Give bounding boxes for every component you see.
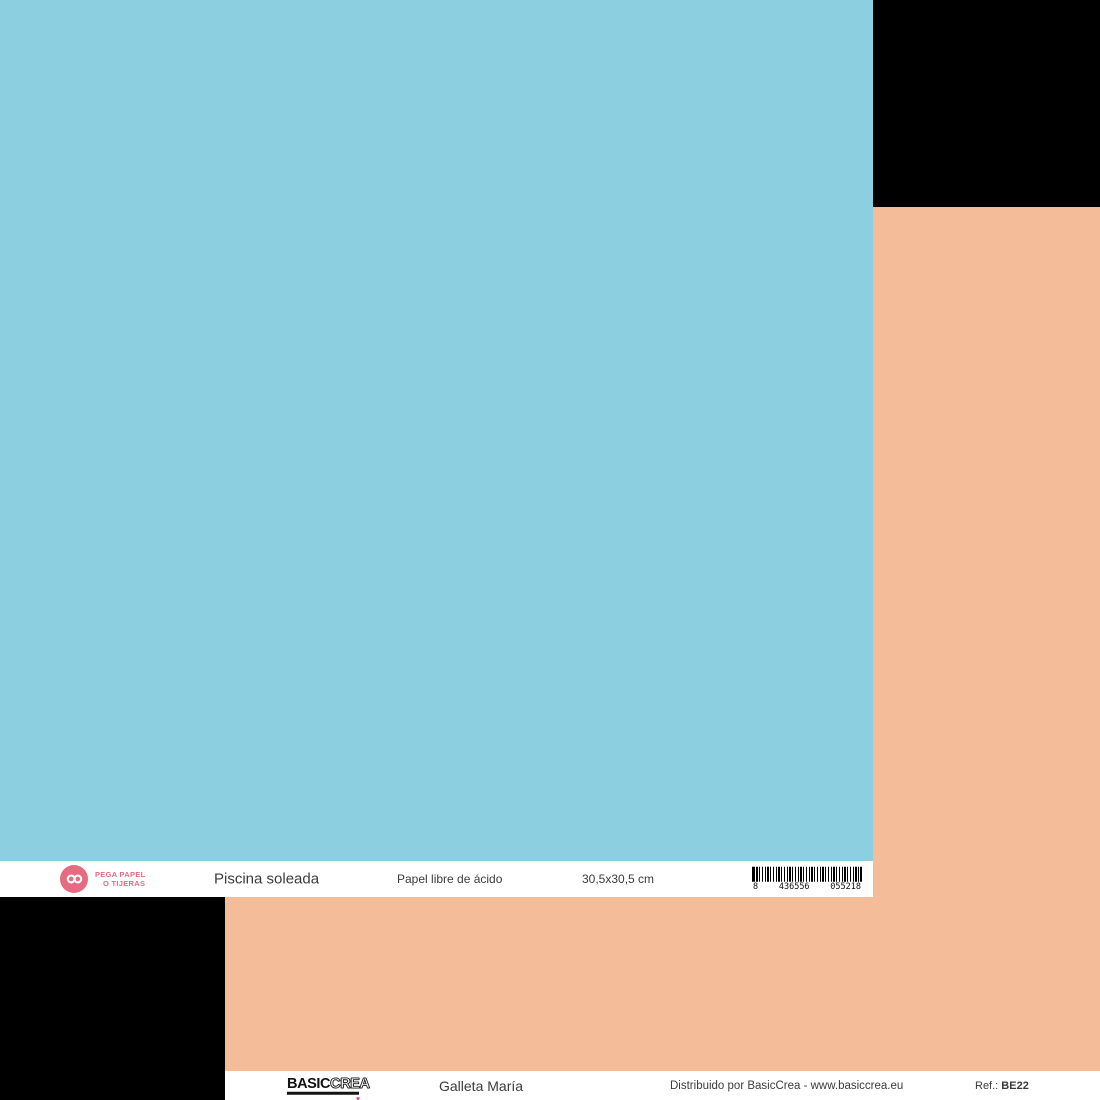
barcode-bars: [752, 866, 862, 882]
distributor-text: Distribuido por BasicCrea - www.basiccre…: [670, 1079, 904, 1092]
basiccrea-word-crea: CREA: [330, 1075, 371, 1092]
barcode-digit-group1: 436556: [778, 881, 810, 892]
pega-papel-o-tijeras-logo: PEGA PAPEL O TIJERAS: [60, 865, 146, 893]
material-text: Papel libre de ácido: [397, 872, 503, 886]
pega-papel-line2: O TIJERAS: [103, 879, 146, 888]
paper-sheet-front: PEGA PAPEL O TIJERAS Piscina soleada Pap…: [0, 0, 873, 897]
scissors-icon: [60, 865, 88, 893]
basiccrea-logo: BASICCREA ♥: [287, 1076, 370, 1100]
barcode: 8 436556 055218: [752, 866, 862, 892]
back-label-strip: BASICCREA ♥ Galleta María Distribuido po…: [225, 1071, 1100, 1100]
barcode-digit-group2: 055218: [830, 881, 861, 892]
pega-papel-line1: PEGA PAPEL: [95, 870, 146, 879]
back-paper-name: Galleta María: [439, 1077, 524, 1094]
pega-papel-wordmark: PEGA PAPEL O TIJERAS: [95, 870, 146, 888]
barcode-digit-first: 8: [753, 881, 759, 892]
basiccrea-wordmark: BASICCREA: [287, 1076, 370, 1091]
front-paper-name: Piscina soleada: [214, 870, 320, 888]
reference-value: BE22: [1001, 1079, 1029, 1092]
basiccrea-word-basic: BASIC: [287, 1075, 331, 1092]
heart-mark-icon: ♥: [355, 1095, 360, 1100]
size-text: 30,5x30,5 cm: [582, 872, 655, 886]
reference-code: Ref.: BE22: [975, 1080, 1029, 1092]
reference-label: Ref.:: [975, 1079, 999, 1092]
basiccrea-tagline-bar: ♥: [287, 1091, 360, 1100]
barcode-digits: 8 436556 055218: [752, 883, 862, 892]
front-label-strip: PEGA PAPEL O TIJERAS Piscina soleada Pap…: [0, 861, 873, 897]
